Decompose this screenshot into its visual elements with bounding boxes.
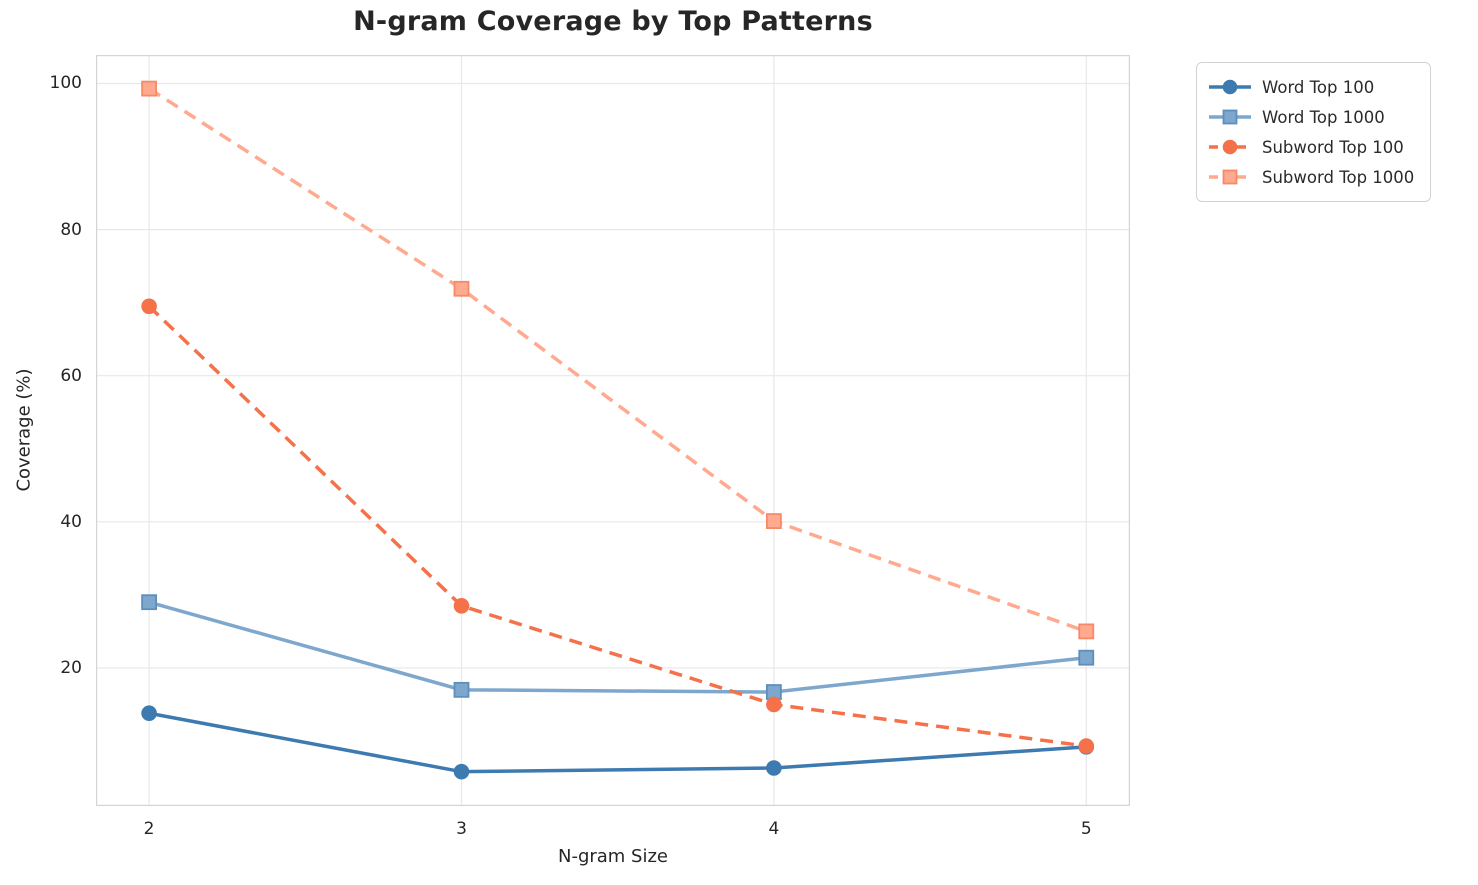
data-point-word-top-100-x4	[766, 760, 782, 776]
x-tick-label-3: 3	[456, 819, 467, 839]
data-point-subword-top-1000-x4	[765, 513, 782, 529]
y-tick-label-80: 80	[60, 219, 82, 240]
data-point-subword-top-1000-x2	[141, 80, 158, 97]
series-line-word-top-1000	[148, 600, 1087, 694]
data-point-subword-top-1000-x5	[1078, 623, 1095, 640]
plot-area	[95, 54, 1131, 807]
data-point-word-top-1000-x5	[1078, 649, 1095, 666]
legend-label-word-top-100: Word Top 100	[1262, 77, 1375, 97]
plot-border	[95, 54, 1131, 807]
series-line-subword-top-1000	[148, 87, 1087, 634]
legend-item-subword-top-1000: Subword Top 1000	[1208, 162, 1414, 192]
y-tick-label-20: 20	[60, 657, 82, 678]
y-tick-label-60: 60	[60, 365, 82, 386]
legend-label-subword-top-1000: Subword Top 1000	[1262, 167, 1415, 187]
y-tick-label-100: 100	[49, 73, 82, 94]
legend-label-subword-top-100: Subword Top 100	[1262, 137, 1404, 157]
legend-swatch-word-top-100	[1209, 79, 1251, 95]
legend-item-subword-top-100: Subword Top 100	[1208, 132, 1414, 162]
x-tick-label-4: 4	[768, 819, 780, 839]
data-point-subword-top-100-x5	[1078, 738, 1095, 754]
data-point-word-top-1000-x3	[453, 681, 470, 698]
y-tick-label-40: 40	[60, 511, 82, 532]
legend-item-word-top-100: Word Top 100	[1208, 72, 1414, 102]
data-point-word-top-100-x3	[453, 763, 470, 780]
legend-item-word-top-1000: Word Top 1000	[1208, 102, 1414, 132]
legend-label-word-top-1000: Word Top 1000	[1262, 107, 1385, 127]
data-point-subword-top-100-x4	[766, 696, 782, 713]
data-point-word-top-1000-x2	[141, 594, 158, 611]
y-axis-label: Coverage (%)	[13, 368, 35, 492]
x-tick-label-5: 5	[1080, 819, 1092, 839]
legend: Word Top 100 Word Top 1000 Subword Top 100…	[1196, 62, 1432, 202]
x-tick-label-2: 2	[143, 819, 155, 839]
legend-swatch-subword-top-100	[1209, 139, 1251, 155]
data-point-subword-top-1000-x3	[453, 280, 470, 297]
series-line-subword-top-100	[147, 305, 1087, 748]
series-line-word-top-100	[148, 711, 1087, 774]
data-point-subword-top-100-x3	[453, 598, 470, 614]
chart-title: N-gram Coverage by Top Patterns	[353, 6, 873, 37]
legend-swatch-word-top-1000	[1209, 109, 1251, 125]
x-axis-label: N-gram Size	[557, 846, 669, 867]
legend-swatch-subword-top-1000	[1209, 169, 1251, 185]
data-point-subword-top-100-x2	[141, 298, 157, 315]
plot-canvas	[95, 54, 1131, 807]
data-point-word-top-100-x2	[141, 705, 157, 722]
